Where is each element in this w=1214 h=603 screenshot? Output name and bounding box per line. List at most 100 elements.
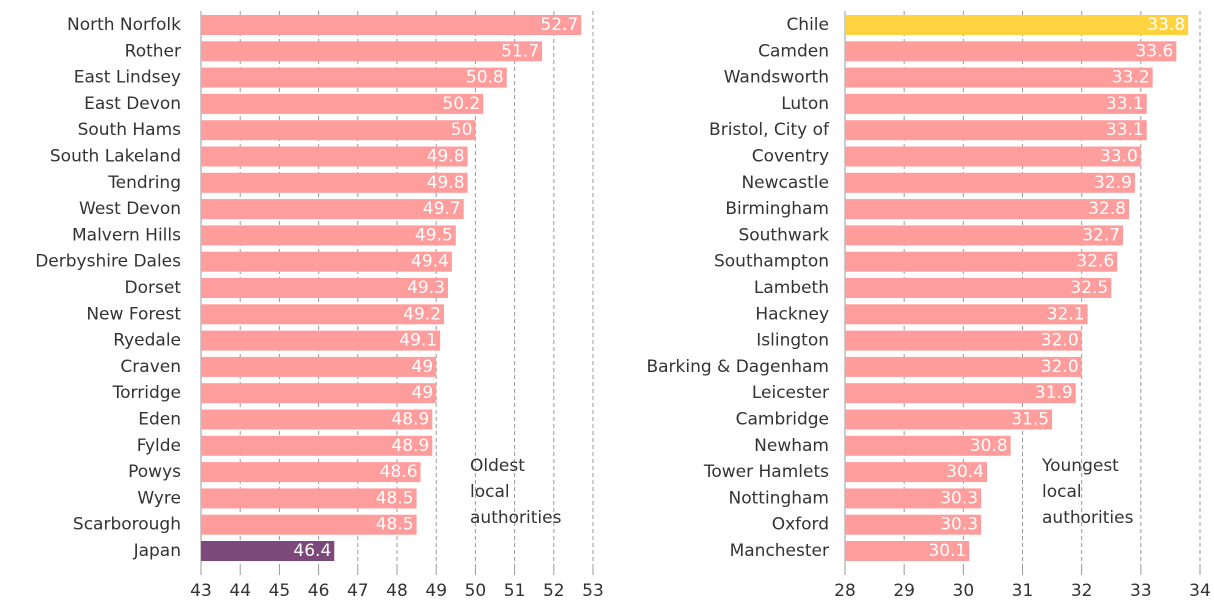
bar — [201, 41, 543, 62]
bar — [201, 15, 582, 35]
bar — [201, 146, 468, 167]
category-label: Lambeth — [754, 278, 829, 298]
category-label: Tower Hamlets — [703, 462, 829, 482]
bar — [845, 304, 1088, 325]
category-label: Birmingham — [725, 199, 829, 219]
bar — [845, 330, 1082, 351]
category-label: Rother — [125, 41, 181, 61]
category-label: Dorset — [125, 278, 182, 298]
x-tick-label: 28 — [834, 581, 856, 601]
value-label: 49.5 — [415, 225, 453, 245]
category-label: Malvern Hills — [72, 225, 181, 245]
value-label: 33.0 — [1100, 147, 1138, 167]
category-label: Bristol, City of — [709, 120, 830, 140]
value-label: 32.7 — [1082, 225, 1120, 245]
category-label: West Devon — [79, 199, 181, 219]
category-label: Japan — [133, 541, 181, 561]
value-label: 49.3 — [407, 278, 445, 298]
x-tick-label: 46 — [308, 581, 330, 601]
category-label: Craven — [120, 357, 181, 377]
bar — [845, 462, 987, 483]
x-tick-label: 50 — [465, 581, 487, 601]
category-label: Chile — [786, 15, 829, 35]
x-tick-label: 47 — [347, 581, 369, 601]
category-label: Torridge — [112, 383, 181, 403]
value-label: 32.6 — [1076, 252, 1114, 272]
category-label: East Lindsey — [74, 68, 181, 88]
bar — [201, 514, 417, 535]
category-label: Camden — [758, 41, 829, 61]
value-label: 32.9 — [1094, 173, 1132, 193]
category-label: Islington — [756, 331, 829, 351]
bar — [201, 462, 421, 483]
category-label: Eden — [138, 410, 181, 430]
category-label: South Hams — [78, 120, 182, 140]
bar — [201, 435, 433, 456]
value-label: 48.6 — [380, 462, 418, 482]
value-label: 33.1 — [1106, 94, 1144, 114]
value-label: 46.4 — [293, 541, 331, 561]
bar — [845, 41, 1177, 62]
x-tick-label: 51 — [504, 581, 526, 601]
value-label: 32.0 — [1041, 331, 1079, 351]
annotation: authorities — [1042, 508, 1134, 528]
bar — [201, 93, 484, 114]
category-label: Newcastle — [741, 173, 829, 193]
value-label: 49.2 — [403, 304, 441, 324]
bar — [845, 93, 1147, 114]
bar — [845, 409, 1053, 430]
value-label: 32.1 — [1047, 304, 1085, 324]
category-label: Oxford — [772, 515, 829, 535]
x-tick-label: 34 — [1189, 581, 1211, 601]
value-label: 31.9 — [1035, 383, 1073, 403]
x-tick-label: 49 — [425, 581, 447, 601]
value-label: 48.9 — [391, 436, 429, 456]
value-label: 49.7 — [423, 199, 461, 219]
bar — [201, 199, 464, 220]
value-label: 30.3 — [940, 515, 978, 535]
bar — [201, 251, 452, 272]
category-label: Wandsworth — [724, 68, 829, 88]
category-label: Nottingham — [729, 488, 830, 508]
x-tick-label: 29 — [893, 581, 915, 601]
annotation: Youngest — [1041, 456, 1119, 476]
value-label: 49.1 — [399, 331, 437, 351]
value-label: 31.5 — [1011, 410, 1049, 430]
bar — [845, 15, 1189, 35]
value-label: 30.4 — [946, 462, 984, 482]
category-label: Southampton — [714, 252, 829, 272]
value-label: 33.6 — [1135, 41, 1173, 61]
value-label: 33.2 — [1112, 68, 1150, 88]
category-label: Manchester — [730, 541, 829, 561]
bar — [201, 356, 437, 377]
value-label: 30.8 — [970, 436, 1008, 456]
bar — [845, 514, 982, 535]
bar — [201, 172, 468, 193]
x-tick-label: 53 — [582, 581, 604, 601]
category-label: Luton — [781, 94, 829, 114]
annotation: authorities — [470, 508, 562, 528]
category-label: New Forest — [86, 304, 181, 324]
bar — [201, 225, 456, 246]
annotation: local — [1042, 482, 1082, 502]
category-label: Wyre — [137, 488, 181, 508]
value-label: 52.7 — [540, 15, 578, 35]
category-label: Derbyshire Dales — [35, 252, 181, 272]
bar — [845, 251, 1118, 272]
value-label: 30.1 — [928, 541, 966, 561]
x-tick-label: 30 — [953, 581, 975, 601]
annotation: local — [470, 482, 510, 502]
value-label: 30.3 — [940, 488, 978, 508]
category-label: Tendring — [107, 173, 181, 193]
category-label: Coventry — [752, 147, 829, 167]
x-tick-label: 52 — [543, 581, 565, 601]
x-tick-label: 31 — [1012, 581, 1034, 601]
value-label: 49.8 — [427, 173, 465, 193]
category-label: South Lakeland — [50, 147, 181, 167]
category-label: Fylde — [137, 436, 181, 456]
category-label: Leicester — [752, 383, 829, 403]
annotation: Oldest — [470, 456, 525, 476]
x-tick-label: 32 — [1071, 581, 1093, 601]
bar — [201, 409, 433, 430]
value-label: 48.9 — [391, 410, 429, 430]
